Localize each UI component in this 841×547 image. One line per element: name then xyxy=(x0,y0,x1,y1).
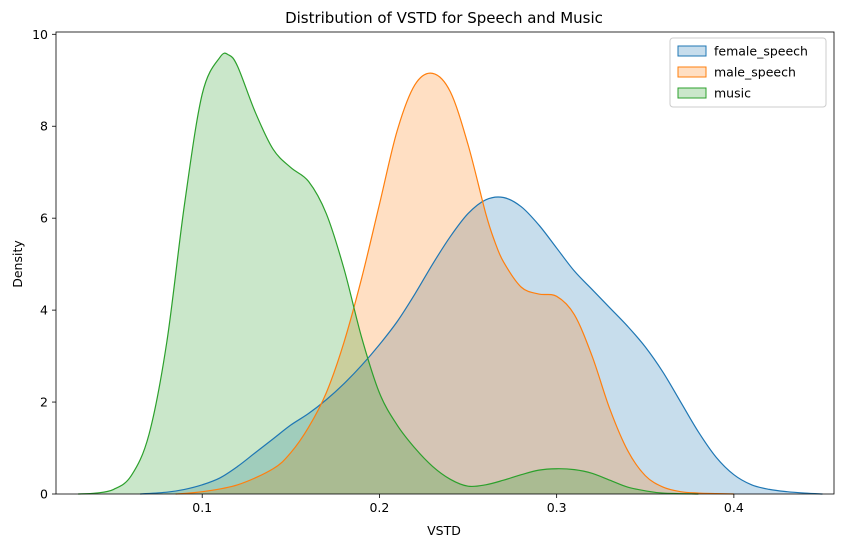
density-lines xyxy=(78,52,823,495)
legend-box xyxy=(669,37,827,108)
legend-label-music: music xyxy=(714,86,751,101)
x-axis-label: VSTD xyxy=(427,523,461,538)
y-tick-label: 10 xyxy=(32,27,48,42)
line-female_speech xyxy=(140,196,823,495)
density-areas xyxy=(78,53,823,495)
line-male_speech xyxy=(175,72,734,495)
plot-frame xyxy=(55,31,835,495)
line-music xyxy=(78,52,699,495)
y-tick-label: 2 xyxy=(40,395,48,410)
area-female_speech xyxy=(140,196,823,494)
legend-label-male_speech: male_speech xyxy=(714,65,796,80)
legend-label-female_speech: female_speech xyxy=(714,44,808,59)
y-tick-label: 8 xyxy=(40,119,48,134)
x-axis: 0.1 0.2 0.3 0.4 xyxy=(192,494,744,515)
x-tick-label: 0.4 xyxy=(724,500,744,515)
y-tick-label: 0 xyxy=(40,487,48,502)
area-music xyxy=(78,53,699,494)
chart-title: Distribution of VSTD for Speech and Musi… xyxy=(285,9,603,27)
legend-swatch-music xyxy=(677,87,707,99)
y-axis-label: Density xyxy=(10,240,25,288)
legend-swatch-female_speech xyxy=(677,45,707,57)
y-tick-label: 6 xyxy=(40,211,48,226)
y-axis: 0 2 4 6 8 10 xyxy=(32,27,56,502)
x-tick-label: 0.2 xyxy=(369,500,389,515)
x-tick-label: 0.3 xyxy=(547,500,567,515)
area-male_speech xyxy=(175,73,734,495)
x-tick-label: 0.1 xyxy=(192,500,212,515)
y-tick-label: 4 xyxy=(40,303,48,318)
legend-swatch-male_speech xyxy=(677,66,707,78)
